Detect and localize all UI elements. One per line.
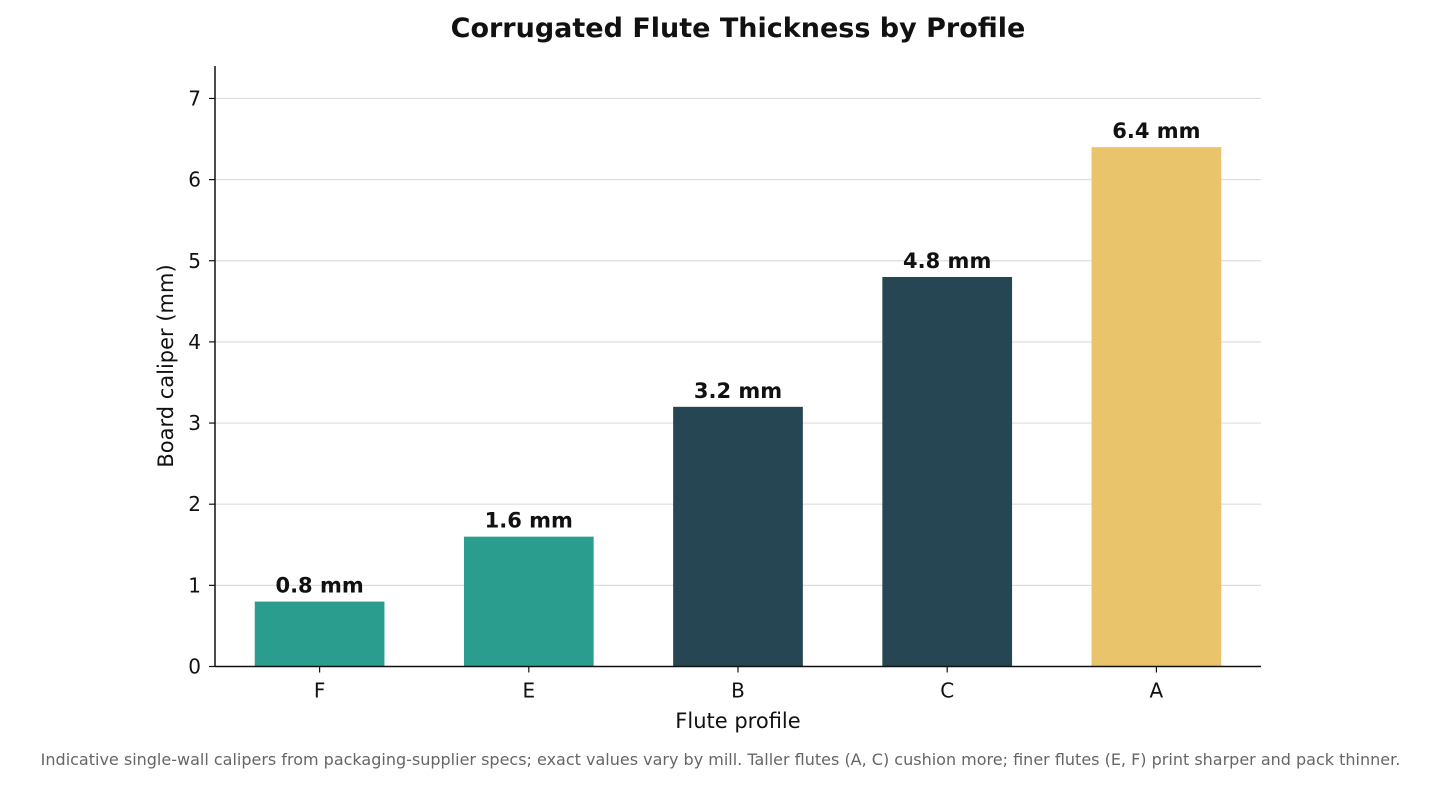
chart-title: Corrugated Flute Thickness by Profile (451, 13, 1026, 44)
bar-value-label: 1.6 mm (485, 509, 573, 533)
y-tick-label: 1 (188, 573, 201, 597)
x-tick-label: E (522, 679, 535, 703)
bar-b (673, 406, 803, 667)
x-tick-label: F (314, 679, 326, 703)
bar-value-label: 0.8 mm (275, 574, 363, 598)
y-tick-label: 4 (188, 330, 201, 354)
bar-f (254, 601, 385, 667)
x-tick-label: B (731, 679, 745, 703)
bar-a (1091, 147, 1222, 667)
y-tick-label: 7 (188, 86, 201, 110)
y-axis-label: Board caliper (mm) (154, 264, 178, 467)
y-axis-ticks: 0 1 2 3 4 5 6 7 (188, 86, 215, 679)
bar-chart: Corrugated Flute Thickness by Profile 0.… (154, 13, 1261, 733)
bars (254, 147, 1222, 667)
x-axis-label: Flute profile (675, 709, 800, 733)
y-tick-label: 2 (188, 492, 201, 516)
bar-value-label: 6.4 mm (1112, 119, 1200, 143)
footnote: Indicative single-wall calipers from pac… (40, 750, 1401, 769)
bar-value-label: 4.8 mm (903, 249, 991, 273)
bar-value-label: 3.2 mm (694, 379, 782, 403)
y-tick-label: 3 (188, 411, 201, 435)
x-tick-label: C (940, 679, 954, 703)
y-tick-label: 0 (188, 655, 201, 679)
y-tick-label: 5 (188, 249, 201, 273)
x-tick-label: A (1150, 679, 1164, 703)
y-tick-label: 6 (188, 168, 201, 192)
bar-value-labels: 0.8 mm 1.6 mm 3.2 mm 4.8 mm 6.4 mm (275, 119, 1200, 597)
bar-e (463, 536, 594, 667)
bar-c (882, 276, 1013, 667)
